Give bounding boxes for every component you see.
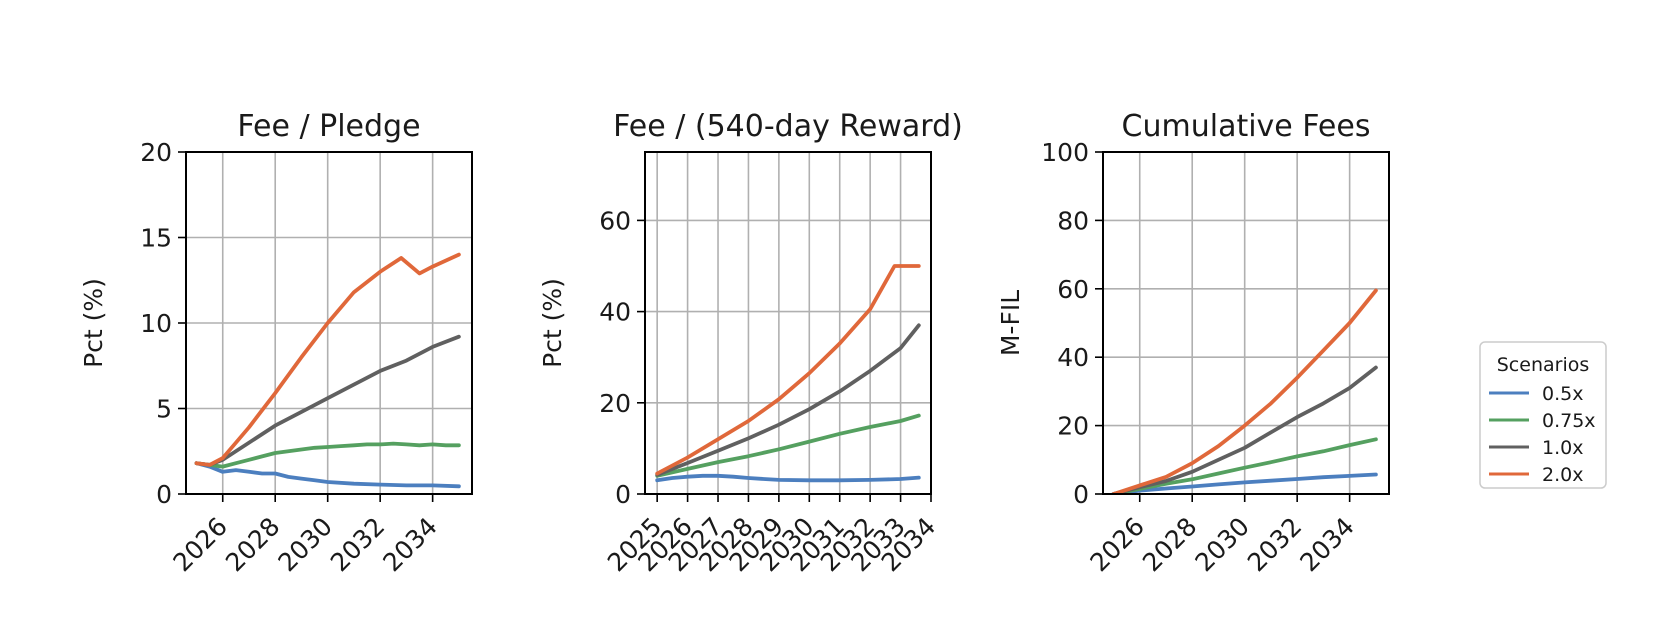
series-line-0.5x	[1111, 472, 1378, 494]
y-tick-label: 20	[1057, 412, 1089, 441]
legend-label: 0.75x	[1542, 410, 1596, 432]
y-tick-label: 40	[1057, 343, 1089, 372]
legend-label: 1.0x	[1542, 437, 1583, 459]
y-tick-label: 10	[140, 309, 172, 338]
series-line-1.0x	[1111, 365, 1378, 494]
x-tick-label: 2034	[1294, 512, 1359, 577]
y-axis-label: Pct (%)	[538, 278, 567, 368]
gridlines	[645, 152, 932, 495]
gridlines	[1103, 151, 1389, 495]
y-tick-label: 20	[599, 389, 631, 418]
legend-title: Scenarios	[1497, 354, 1590, 376]
series-line-0.75x	[655, 413, 921, 478]
series-line-0.5x	[194, 461, 461, 489]
series-group	[194, 252, 461, 489]
y-tick-label: 60	[1057, 275, 1089, 304]
series-line-2.0x	[655, 264, 921, 476]
y-tick-label: 100	[1041, 138, 1089, 167]
legend-box	[1479, 341, 1607, 489]
legend-label: 0.5x	[1542, 383, 1583, 405]
y-tick-label: 0	[156, 480, 172, 509]
series-group	[655, 264, 921, 483]
chart-title: Fee / (540-day Reward)	[613, 109, 963, 144]
x-tick-label: 2032	[1242, 512, 1307, 577]
chart-panel-fee-reward: 0204060202520262027202820292030203120322…	[538, 109, 963, 577]
y-tick-label: 40	[599, 298, 631, 327]
legend-label: 2.0x	[1542, 464, 1583, 486]
series-group	[1111, 288, 1378, 494]
plot-frame	[1102, 151, 1390, 495]
series-line-2.0x	[194, 252, 461, 467]
plot-frame	[644, 151, 932, 495]
series-line-2.0x	[1111, 288, 1378, 494]
legend: Scenarios 0.5x 0.75x 1.0x 2.0x	[1479, 341, 1607, 489]
series-line-0.5x	[655, 473, 921, 483]
series-line-0.75x	[1111, 437, 1378, 494]
series-line-0.75x	[194, 441, 461, 469]
y-tick-label: 0	[615, 480, 631, 509]
series-line-1.0x	[655, 323, 921, 477]
y-tick-label: 5	[156, 395, 172, 424]
y-axis-label: Pct (%)	[79, 278, 108, 368]
y-tick-label: 0	[1073, 480, 1089, 509]
x-tick-label: 2030	[272, 512, 337, 577]
x-tick-label: 2028	[1137, 512, 1202, 577]
x-tick-label: 2026	[1084, 512, 1149, 577]
x-tick-label: 2032	[325, 512, 390, 577]
x-tick-label: 2028	[220, 512, 285, 577]
x-tick-label: 2034	[377, 512, 442, 577]
y-tick-label: 80	[1057, 206, 1089, 235]
y-axis-label: M-FIL	[996, 290, 1025, 356]
y-tick-label: 60	[599, 206, 631, 235]
chart-title: Cumulative Fees	[1122, 109, 1371, 144]
x-tick-label: 2030	[1189, 512, 1254, 577]
x-tick-label: 2026	[167, 512, 232, 577]
y-tick-label: 20	[140, 138, 172, 167]
y-tick-label: 15	[140, 224, 172, 253]
chart-title: Fee / Pledge	[237, 109, 420, 144]
